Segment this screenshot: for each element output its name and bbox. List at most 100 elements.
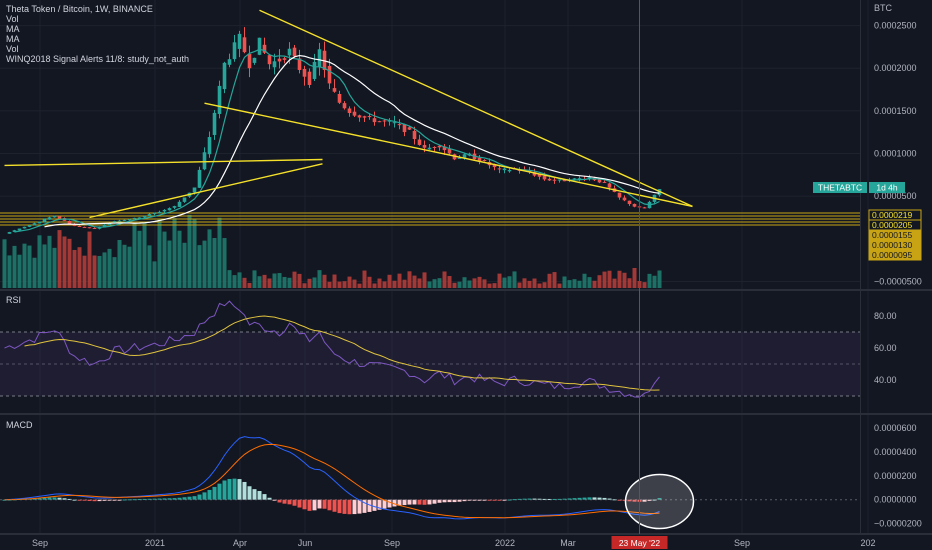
candle-body [152,213,157,215]
volume-bar [592,280,597,288]
volume-bar [407,271,412,288]
candle-body [112,221,117,223]
macd-histogram-bar [562,498,567,500]
volume-bar [522,278,527,288]
legend-indicator-ma[interactable]: MA [6,24,20,34]
volume-bar [372,283,377,288]
macd-histogram-bar [557,498,562,500]
candle-body [222,62,227,90]
pane-separators[interactable] [0,0,932,535]
macd-histogram-bar [472,499,477,501]
candle-body [572,178,577,180]
time-axis-label: 202 [860,538,875,548]
candle-body [482,160,487,162]
candle-body [32,223,37,225]
chart-legend: Theta Token / Bitcoin, 1W, BINANCE Vol M… [6,4,189,64]
volume-bar [517,282,522,288]
volume-bar [82,255,87,288]
volume-bar [187,214,192,288]
macd-histogram-bar [337,499,342,514]
candle-body [342,103,347,109]
ma-slow-line [44,54,660,228]
macd-histogram-bar [57,497,62,500]
volume-bar [652,275,657,288]
volume-bar [627,278,632,288]
candle-body [497,168,502,170]
macd-histogram-bar [622,499,627,501]
macd-histogram-bar [47,497,52,500]
candle-body [537,174,542,177]
candle-body [427,147,432,150]
macd-histogram-bar [397,499,402,506]
volume-bar [507,276,512,288]
price-axis-tick: 0.0000500 [874,191,917,201]
macd-histogram-bar [617,499,622,501]
candle-body [272,61,277,68]
candle-body [392,122,397,124]
macd-histogram-bar [482,499,487,501]
interval-tag-text: 1d 4h [876,183,898,193]
volume-bar [282,276,287,288]
volume-bar [192,219,197,288]
macd-histogram-bar [72,499,77,501]
macd-histogram-bar [292,499,297,506]
volume-bar [67,238,72,288]
volume-bar [267,278,272,288]
volume-bar [352,279,357,288]
macd-histogram-bar [487,499,492,501]
macd-histogram-bar [392,499,397,507]
volume-bar [102,252,107,288]
candle-body [332,88,337,92]
macd-histogram-bar [257,491,262,500]
price-axis-tick: 0.0002000 [874,63,917,73]
macd-histogram-bar [522,498,527,500]
candle-body [542,175,547,180]
macd-histogram-bar [42,497,47,500]
volume-bar [552,272,557,288]
candle-body [407,127,412,130]
legend-indicator-vol-2[interactable]: Vol [6,44,19,54]
level-tag-bg [868,249,922,261]
volume-bar [367,276,372,288]
volume-bar [147,245,152,288]
volume-bar [442,271,447,288]
candle-body [547,178,552,181]
macd-histogram-bar [312,499,317,511]
macd-histogram-bar [532,498,537,500]
macd-histogram-bar [222,480,227,500]
candle-body [397,124,402,126]
volume-bar [322,274,327,288]
volume-bar [72,249,77,288]
volume-bar [42,244,47,288]
candle-body [327,65,332,84]
candle-body [177,201,182,207]
macd-histogram-bar [62,498,67,500]
macd-pane-label[interactable]: MACD [6,420,33,430]
legend-indicator-vol[interactable]: Vol [6,14,19,24]
volume-bar [427,281,432,288]
candle-body [207,137,212,155]
macd-histogram-bar [332,499,337,512]
macd-histogram-bar [277,499,282,503]
candle-body [377,121,382,123]
candle-body [232,42,237,60]
candle-body [212,112,217,135]
candle-body [507,169,512,172]
candle-body [302,68,307,77]
candle-body [262,44,267,53]
legend-indicator-signal-alerts[interactable]: WINQ2018 Signal Alerts 11/8: study_not_a… [6,54,189,64]
legend-indicator-ma-2[interactable]: MA [6,34,20,44]
legend-title[interactable]: Theta Token / Bitcoin, 1W, BINANCE [6,4,153,14]
macd-histogram-bar [147,498,152,500]
macd-histogram-bar [177,497,182,500]
candle-body [462,154,467,158]
macd-histogram-bar [627,499,632,502]
candle-body [557,179,562,181]
volume-bar [57,230,62,288]
volume-bar [422,272,427,288]
candle-body [237,33,242,49]
volume-bar [127,246,132,288]
macd-histogram-bar [422,499,427,505]
rsi-pane-label[interactable]: RSI [6,295,22,305]
